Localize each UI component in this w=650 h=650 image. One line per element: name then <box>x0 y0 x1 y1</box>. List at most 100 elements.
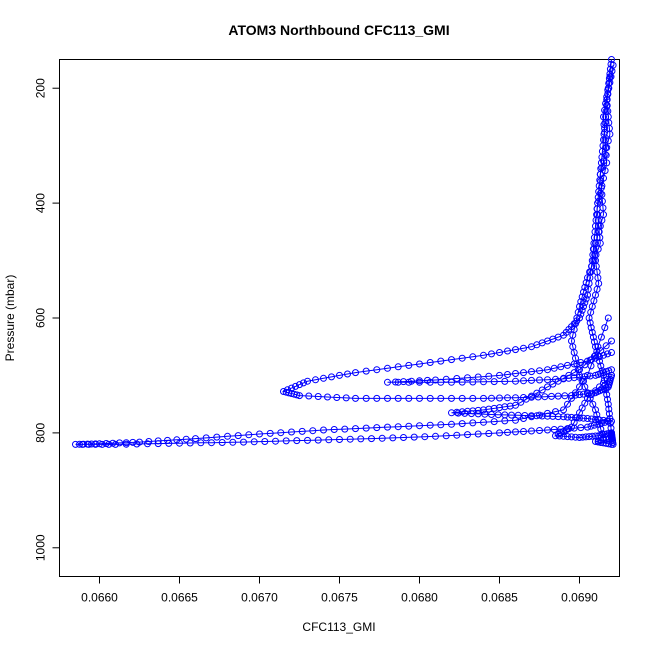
data-point <box>416 394 423 402</box>
data-point <box>474 373 482 381</box>
data-point <box>494 411 502 419</box>
data-point <box>600 379 607 387</box>
data-point <box>601 381 609 389</box>
data-point <box>501 411 509 419</box>
data-point <box>426 378 434 386</box>
data-point <box>426 394 434 402</box>
data-point <box>234 432 242 440</box>
data-point <box>521 412 529 419</box>
data-point <box>501 403 509 411</box>
data-point <box>277 429 285 437</box>
data-point <box>314 436 322 444</box>
data-point <box>394 363 402 371</box>
data-point <box>384 394 391 402</box>
data-point <box>320 374 327 382</box>
data-point <box>560 406 567 414</box>
x-tick-label: 0.0690 <box>561 591 598 605</box>
data-point <box>584 274 591 282</box>
data-point <box>604 395 611 403</box>
data-point <box>394 423 402 431</box>
data-point <box>604 86 612 94</box>
data-point <box>88 440 95 448</box>
data-point <box>362 367 370 375</box>
data-point <box>328 373 335 381</box>
data-point <box>577 424 585 432</box>
data-point <box>598 197 606 205</box>
data-point <box>469 378 477 386</box>
data-point <box>512 401 519 409</box>
data-point <box>240 438 247 446</box>
data-point <box>144 440 151 448</box>
data-point <box>341 425 349 433</box>
data-point <box>603 93 611 101</box>
data-point <box>442 432 450 440</box>
data-point <box>485 405 493 413</box>
data-point <box>601 106 609 114</box>
data-point <box>584 415 591 422</box>
data-point <box>528 392 535 400</box>
data-point <box>496 371 503 379</box>
data-point <box>596 357 603 365</box>
data-point <box>568 394 575 402</box>
data-point <box>586 372 594 380</box>
data-point <box>597 362 605 370</box>
data-point <box>312 376 319 384</box>
plot-frame <box>59 59 620 577</box>
data-point <box>544 366 551 374</box>
data-point <box>105 440 113 448</box>
data-point <box>587 422 595 430</box>
chart-title: ATOM3 Northbound CFC113_GMI <box>228 22 449 38</box>
y-tick-label: 200 <box>34 78 48 98</box>
data-point <box>298 427 306 435</box>
data-point <box>400 378 407 386</box>
data-point <box>536 427 543 434</box>
data-point <box>442 375 450 383</box>
data-point <box>488 394 495 402</box>
data-point <box>576 371 583 379</box>
data-point <box>589 400 597 408</box>
data-point <box>601 150 609 158</box>
data-point <box>522 395 530 403</box>
data-point <box>536 376 543 384</box>
data-point <box>352 369 359 377</box>
data-point <box>604 400 612 408</box>
data-point <box>600 376 608 384</box>
data-point <box>528 427 535 435</box>
data-point <box>580 414 587 422</box>
data-point <box>512 370 519 377</box>
data-point <box>448 378 455 386</box>
data-point <box>324 393 331 401</box>
data-point <box>296 392 303 400</box>
data-point <box>320 426 327 434</box>
data-point <box>405 378 413 386</box>
data-point <box>520 428 527 435</box>
data-point <box>453 375 461 382</box>
data-point <box>282 437 290 445</box>
data-point <box>605 405 613 413</box>
data-point <box>504 394 511 402</box>
data-point <box>480 378 487 386</box>
data-point <box>437 394 445 402</box>
data-point <box>564 361 571 369</box>
data-point <box>512 394 519 402</box>
data-point <box>469 419 477 427</box>
data-point <box>581 299 589 307</box>
data-point <box>548 392 555 400</box>
data-point <box>504 347 511 355</box>
data-point <box>453 408 461 416</box>
data-point <box>448 394 455 402</box>
y-tick-label: 1000 <box>34 534 48 561</box>
data-point <box>202 434 210 442</box>
data-point <box>78 440 86 448</box>
data-point <box>373 424 381 432</box>
data-point <box>392 378 399 386</box>
data-point <box>448 420 455 428</box>
data-point <box>394 394 402 402</box>
data-point <box>261 438 269 445</box>
data-point <box>520 344 527 352</box>
data-point <box>586 394 594 402</box>
data-point <box>272 437 279 445</box>
data-point <box>520 377 527 385</box>
data-point <box>469 353 477 361</box>
